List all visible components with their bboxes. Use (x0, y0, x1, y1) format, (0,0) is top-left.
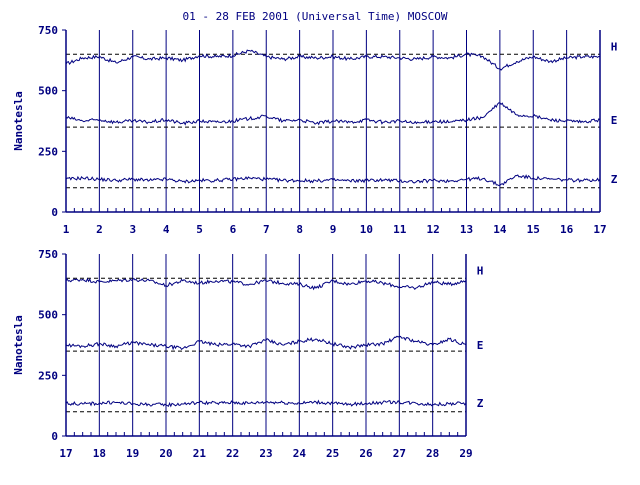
y-tick-label: 500 (38, 309, 58, 322)
series-line-z (65, 174, 601, 187)
series-label-z: Z (477, 397, 484, 410)
x-tick-label: 29 (459, 447, 472, 460)
x-tick-label: 14 (493, 223, 507, 236)
series-label-z: Z (611, 173, 618, 186)
y-axis-label: Nanotesla (12, 91, 25, 151)
x-tick-label: 3 (129, 223, 136, 236)
series-label-h: H (477, 265, 484, 278)
x-tick-label: 26 (359, 447, 373, 460)
series-label-e: E (477, 339, 484, 352)
x-tick-label: 7 (263, 223, 270, 236)
y-tick-label: 250 (38, 145, 58, 158)
x-tick-label: 17 (593, 223, 606, 236)
x-tick-label: 22 (226, 447, 239, 460)
y-tick-label: 0 (51, 206, 58, 219)
series-line-z (65, 399, 467, 408)
x-tick-label: 21 (193, 447, 207, 460)
x-tick-label: 16 (560, 223, 574, 236)
x-tick-label: 9 (330, 223, 337, 236)
series-label-h: H (611, 41, 618, 54)
x-tick-label: 25 (326, 447, 339, 460)
x-tick-label: 10 (360, 223, 373, 236)
x-tick-label: 23 (259, 447, 272, 460)
y-axis-label: Nanotesla (12, 315, 25, 375)
y-tick-label: 0 (51, 430, 58, 443)
x-tick-label: 24 (293, 447, 307, 460)
series-label-e: E (611, 114, 618, 127)
x-tick-label: 28 (426, 447, 439, 460)
y-tick-label: 750 (38, 248, 58, 261)
x-tick-label: 15 (527, 223, 540, 236)
chart-title: 01 - 28 FEB 2001 (Universal Time) MOSCOW (183, 10, 448, 23)
x-tick-label: 17 (59, 447, 72, 460)
series-line-e (65, 102, 601, 126)
x-tick-label: 11 (393, 223, 407, 236)
y-tick-label: 500 (38, 85, 58, 98)
x-tick-label: 2 (96, 223, 103, 236)
x-tick-label: 18 (93, 447, 106, 460)
y-tick-label: 250 (38, 369, 58, 382)
x-tick-label: 4 (163, 223, 170, 236)
series-line-h (65, 277, 467, 291)
x-tick-label: 8 (296, 223, 303, 236)
x-tick-label: 6 (230, 223, 237, 236)
y-tick-label: 750 (38, 24, 58, 37)
x-tick-label: 1 (63, 223, 70, 236)
x-tick-label: 27 (393, 447, 406, 460)
x-tick-label: 19 (126, 447, 139, 460)
series-line-h (65, 49, 601, 71)
x-tick-label: 20 (159, 447, 172, 460)
series-line-e (65, 335, 467, 351)
x-tick-label: 12 (427, 223, 440, 236)
x-tick-label: 5 (196, 223, 203, 236)
x-tick-label: 13 (460, 223, 473, 236)
